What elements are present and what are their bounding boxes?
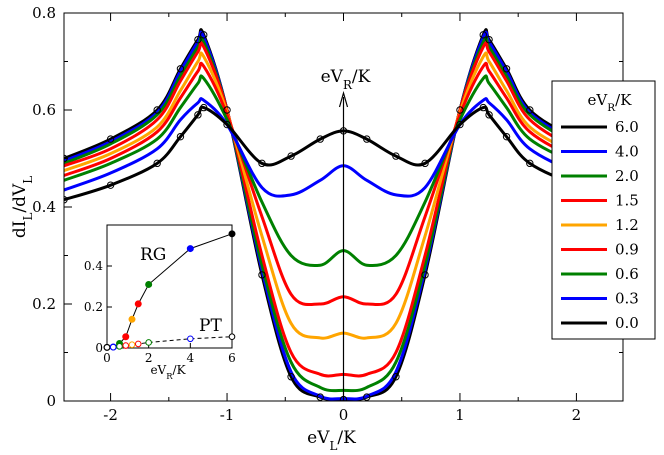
inset-y-tick-label: 0.4: [84, 259, 103, 273]
y-tick-label: 0.6: [32, 101, 56, 119]
x-axis-title: eVL/K: [307, 428, 356, 453]
marker-0.0: [479, 31, 487, 39]
inset-point-PT: [134, 340, 142, 348]
inset-annotation-pt: PT: [199, 316, 222, 336]
legend-label-1.5: 1.5: [615, 192, 639, 210]
legend-title: eVR/K: [588, 91, 633, 114]
y-tick-label: 0: [46, 392, 56, 410]
inset-x-tick-label: 0: [103, 351, 111, 365]
marker-6.0: [287, 152, 295, 160]
legend-label-0.6: 0.6: [615, 265, 639, 283]
marker-0.0: [392, 373, 400, 381]
center-annotation: eVR/K: [321, 67, 371, 92]
y-tick-label: 0.8: [32, 4, 56, 22]
marker-0.0: [526, 106, 534, 114]
marker-0.0: [200, 31, 208, 39]
marker-0.0: [106, 135, 115, 143]
inset-frame: [106, 224, 233, 349]
inset-point-PT: [187, 335, 194, 343]
inset-point-PT: [116, 343, 123, 350]
legend-label-2.0: 2.0: [615, 167, 639, 185]
x-tick-label: -1: [220, 406, 235, 424]
legend-label-0.9: 0.9: [615, 241, 639, 259]
marker-0.0: [456, 106, 464, 114]
y-tick-label: 0.4: [32, 198, 56, 216]
inset-point-PT: [128, 341, 136, 349]
marker-6.0: [316, 135, 324, 143]
inset-y-tick-label: 0.2: [84, 300, 103, 314]
legend-label-0.3: 0.3: [615, 290, 639, 308]
inset-point-RG: [134, 300, 142, 308]
marker-6.0: [223, 120, 231, 129]
inset-point-PT: [103, 344, 111, 351]
marker-0.0: [502, 65, 511, 73]
marker-6.0: [479, 103, 487, 112]
x-tick-label: 0: [339, 406, 349, 424]
inset-point-RG: [122, 333, 130, 341]
inset-x-axis-title: eVR/K: [150, 363, 186, 381]
center-arrow-head: [338, 90, 349, 108]
legend-label-0.0: 0.0: [615, 314, 639, 332]
marker-6.0: [526, 159, 534, 168]
marker-0.0: [258, 271, 266, 279]
inset-point-RG: [128, 315, 136, 323]
inset-point-PT: [228, 333, 236, 341]
x-tick-label: -2: [103, 406, 118, 424]
inset-x-tick-label: 6: [228, 351, 236, 365]
marker-0.0: [316, 393, 324, 401]
marker-6.0: [363, 135, 371, 143]
marker-0.0: [287, 373, 295, 381]
marker-6.0: [456, 120, 464, 129]
marker-0.0: [485, 35, 493, 44]
inset-point-RG: [228, 230, 236, 238]
marker-0.0: [223, 106, 231, 114]
marker-6.0: [153, 159, 161, 168]
inset-point-PT: [109, 343, 117, 351]
y-axis-title: dIL/dVL: [10, 176, 35, 238]
marker-0.0: [363, 393, 371, 401]
inset-x-tick-label: 4: [187, 351, 195, 365]
marker-6.0: [200, 103, 208, 112]
legend-label-1.2: 1.2: [615, 216, 639, 234]
inset-point-PT: [145, 339, 152, 346]
marker-6.0: [502, 132, 511, 141]
marker-6.0: [485, 111, 493, 119]
marker-0.0: [176, 65, 185, 73]
legend-label-4.0: 4.0: [615, 143, 639, 161]
inset-annotation-rg: RG: [140, 245, 166, 265]
marker-0.0: [194, 35, 202, 44]
marker-6.0: [64, 196, 68, 204]
x-tick-label: 2: [572, 406, 582, 424]
y-tick-label: 0.2: [32, 295, 56, 313]
x-tick-label: 1: [455, 406, 465, 424]
inset-point-PT: [122, 342, 130, 349]
marker-6.0: [392, 152, 400, 160]
marker-6.0: [176, 132, 185, 141]
legend-box: [551, 80, 656, 340]
inset-point-RG: [145, 280, 153, 288]
marker-0.0: [421, 271, 429, 279]
marker-0.0: [153, 106, 161, 114]
marker-6.0: [106, 181, 115, 189]
inset-y-tick-label: 0: [95, 341, 103, 355]
legend-label-6.0: 6.0: [615, 118, 639, 136]
marker-6.0: [194, 111, 202, 119]
marker-6.0: [421, 159, 429, 168]
inset-point-RG: [186, 245, 194, 253]
marker-6.0: [258, 159, 266, 168]
inset-x-tick-label: 2: [145, 351, 153, 365]
